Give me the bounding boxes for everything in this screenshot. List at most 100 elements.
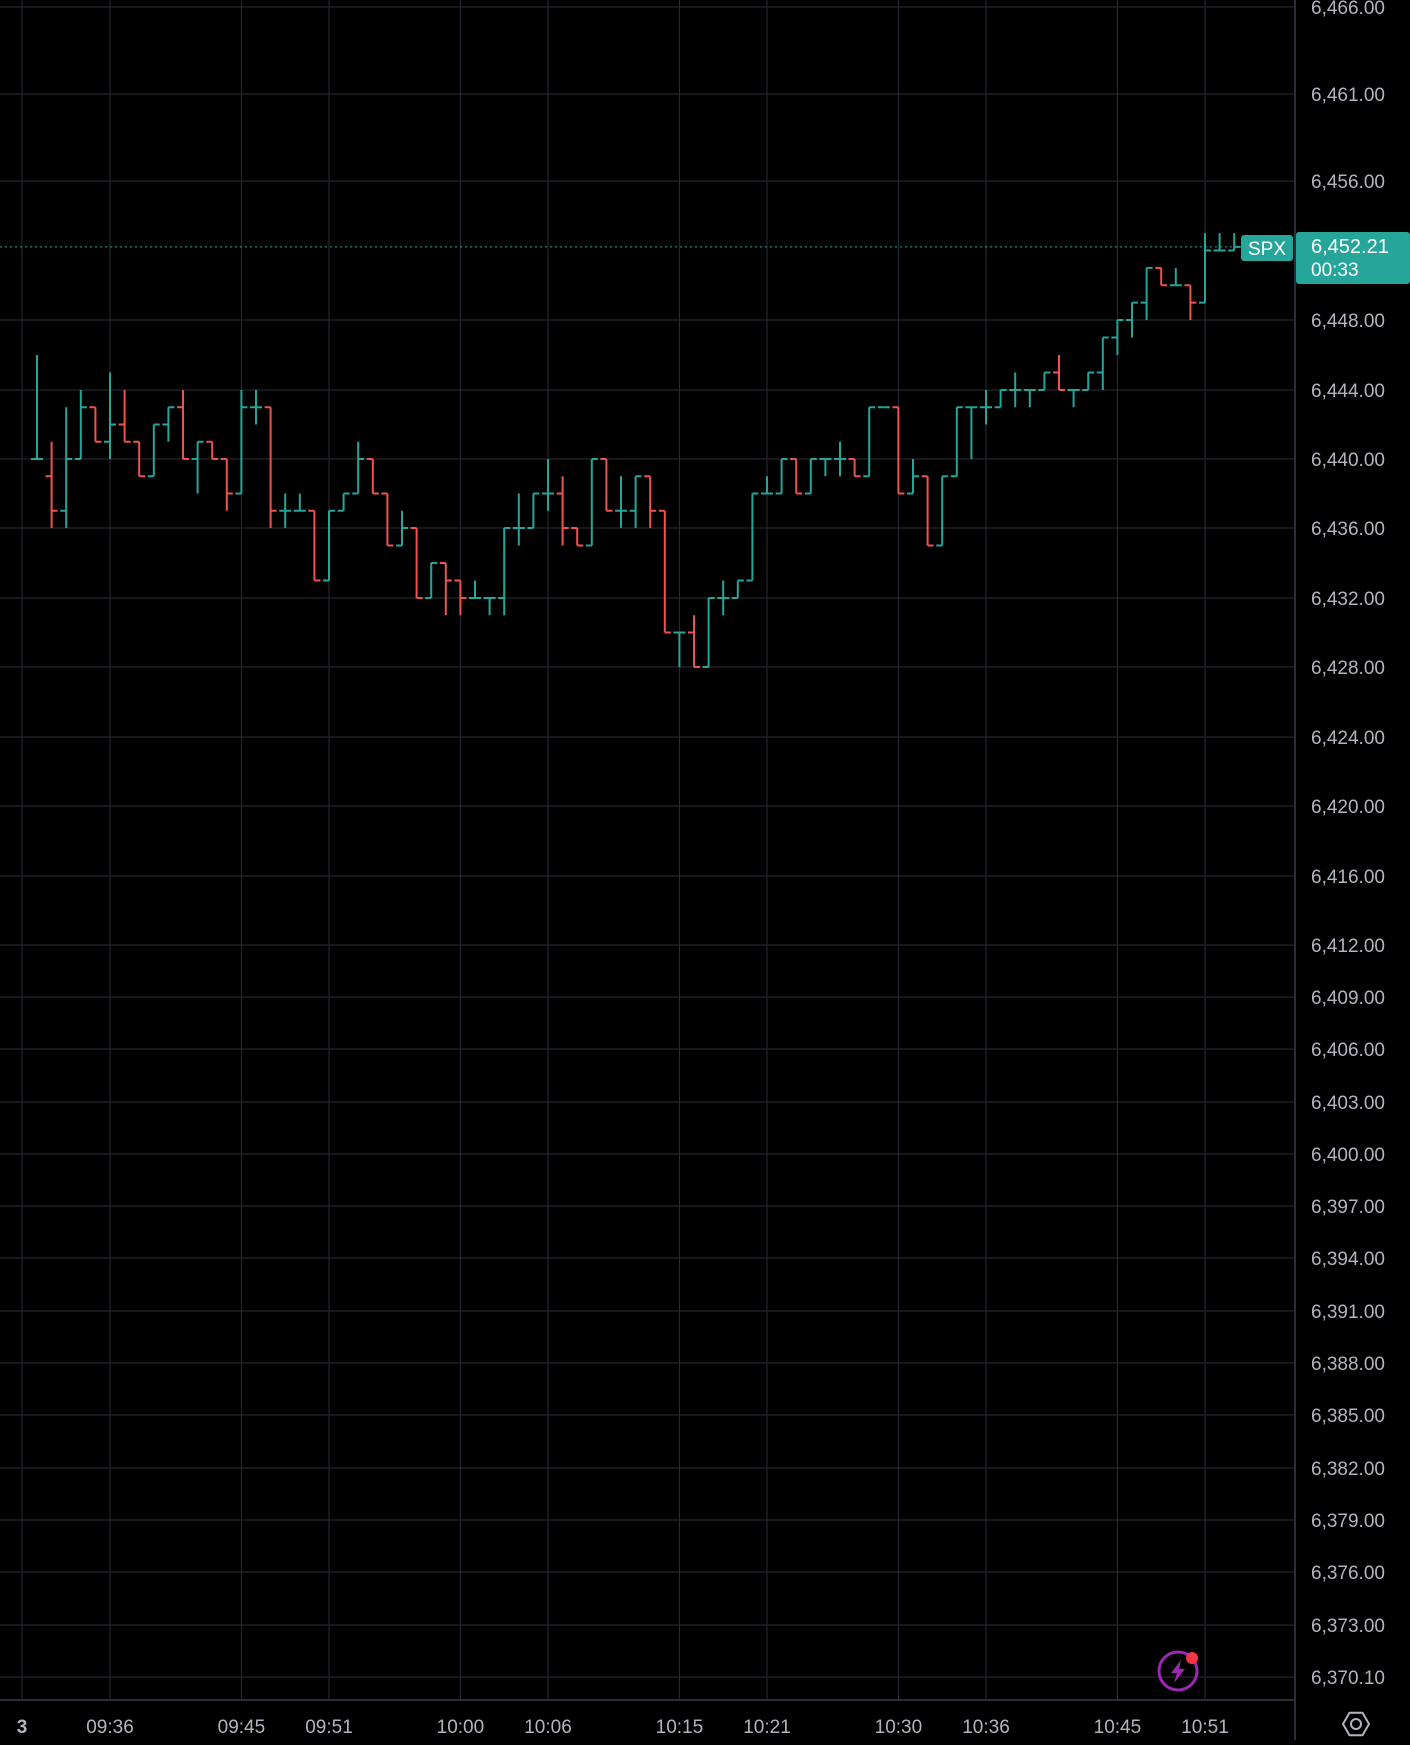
price-tick-label: 6,412.00	[1311, 936, 1385, 957]
ohlc-bar	[425, 562, 438, 599]
ohlc-bar	[571, 527, 584, 547]
ohlc-bar	[1053, 355, 1065, 391]
ohlc-bar	[542, 459, 554, 511]
ohlc-bar	[980, 390, 992, 425]
ohlc-bar	[498, 527, 511, 616]
price-tick-label: 6,379.00	[1311, 1511, 1385, 1532]
price-tick-label: 6,373.00	[1311, 1616, 1385, 1637]
ohlc-bar	[250, 390, 262, 425]
ohlc-bar	[644, 475, 657, 528]
last-price-value: 6,452.21	[1311, 236, 1389, 258]
price-tick-label: 6,466.00	[1311, 0, 1385, 19]
ohlc-bar	[673, 631, 686, 667]
price-tick-label: 6,394.00	[1311, 1249, 1385, 1270]
ohlc-bar	[585, 458, 598, 547]
symbol-tag: SPX	[1241, 235, 1293, 261]
ohlc-bar	[74, 390, 87, 460]
ohlc-bar	[1140, 266, 1153, 320]
time-tick-label: 3	[17, 1717, 28, 1738]
ohlc-bar	[629, 475, 642, 528]
ohlc-bar	[104, 372, 116, 459]
price-tick-label: 6,406.00	[1311, 1040, 1385, 1061]
settings-icon[interactable]	[1341, 1711, 1371, 1737]
symbol-tag-background	[1241, 235, 1293, 261]
notification-dot	[1186, 1652, 1198, 1664]
symbol-tag-label: SPX	[1248, 239, 1286, 260]
price-tick-label: 6,391.00	[1311, 1302, 1385, 1323]
time-axis[interactable]: 3 09:36 09:45 09:51 10:00 10:06 10:15 10:21 10:3…	[17, 1717, 1229, 1738]
last-price-tag: 6,452.21 00:33	[1296, 232, 1410, 284]
ohlc-bar	[1096, 336, 1109, 390]
ohlc-bar	[396, 510, 408, 547]
time-tick-label: 10:15	[656, 1717, 704, 1738]
ohlc-bar	[1038, 371, 1051, 391]
price-tick-label: 6,420.00	[1311, 797, 1385, 818]
price-tick-label: 6,409.00	[1311, 988, 1385, 1009]
ohlc-bar	[1023, 389, 1036, 408]
time-tick-label: 10:21	[743, 1717, 791, 1738]
ohlc-bar	[1009, 372, 1022, 408]
price-tick-label: 6,432.00	[1311, 589, 1385, 610]
countdown-timer: 00:33	[1311, 260, 1359, 281]
ohlc-bar	[366, 458, 379, 495]
ohlc-bar	[1111, 319, 1124, 355]
ohlc-bar	[1199, 233, 1211, 304]
ohlc-bar	[352, 441, 365, 495]
price-tick-label: 6,416.00	[1311, 867, 1385, 888]
ohlc-bar	[45, 441, 58, 528]
ohlc-bar	[31, 355, 43, 460]
time-tick-label: 10:06	[524, 1717, 572, 1738]
ohlc-bar	[469, 580, 481, 599]
ohlc-bar	[323, 509, 335, 582]
ohlc-bar	[1082, 371, 1095, 391]
ohlc-bar	[1213, 233, 1226, 252]
ohlc-bar	[1067, 389, 1080, 408]
ohlc-bar	[746, 492, 759, 582]
ohlc-bar	[235, 390, 248, 495]
price-tick-label: 6,461.00	[1311, 85, 1385, 106]
ohlc-bar	[688, 615, 700, 668]
price-tick-label: 6,370.10	[1311, 1668, 1385, 1689]
ohlc-bar	[293, 493, 306, 512]
ohlc-bar	[147, 423, 160, 478]
bars-layer	[31, 233, 1241, 668]
ohlc-bar	[1169, 267, 1182, 287]
price-axis[interactable]: 6,466.00 6,461.00 6,456.00 6,448.00 6,444.00…	[1311, 0, 1385, 1689]
ohlc-bar	[162, 406, 175, 442]
ohlc-bar	[658, 509, 671, 634]
settings-icon-hexagon	[1341, 1711, 1371, 1737]
ohlc-bar	[790, 458, 803, 495]
ohlc-bar	[615, 476, 627, 528]
ohlc-bar	[717, 580, 730, 616]
price-tick-label: 6,376.00	[1311, 1563, 1385, 1584]
time-tick-label: 09:45	[218, 1717, 266, 1738]
ohlc-bar	[907, 459, 919, 495]
ohlc-bar	[133, 440, 146, 478]
ohlc-bar	[527, 492, 540, 529]
ohlc-bar	[89, 406, 102, 443]
ohlc-bar	[191, 440, 204, 494]
lightning-icon[interactable]	[1157, 1650, 1199, 1692]
ohlc-bar	[848, 458, 861, 478]
ohlc-bar	[220, 458, 233, 511]
ohlc-bar	[950, 406, 963, 478]
ohlc-bar	[118, 390, 131, 443]
ohlc-bar	[206, 440, 219, 460]
overlay-layer	[0, 0, 1296, 1740]
ohlc-bar	[177, 390, 189, 460]
ohlc-bar	[454, 579, 467, 616]
ohlc-bar	[483, 597, 496, 616]
ohlc-bar	[337, 492, 350, 512]
price-tick-label: 6,456.00	[1311, 172, 1385, 193]
price-tick-label: 6,424.00	[1311, 728, 1385, 749]
ohlc-bar	[279, 493, 292, 528]
lightning-bolt	[1171, 1660, 1185, 1683]
last-price-tag-background	[1296, 232, 1410, 284]
ohlc-bar	[892, 406, 905, 495]
ohlc-bar	[439, 562, 452, 616]
ohlc-bar	[863, 406, 876, 478]
price-tick-label: 6,436.00	[1311, 519, 1385, 540]
